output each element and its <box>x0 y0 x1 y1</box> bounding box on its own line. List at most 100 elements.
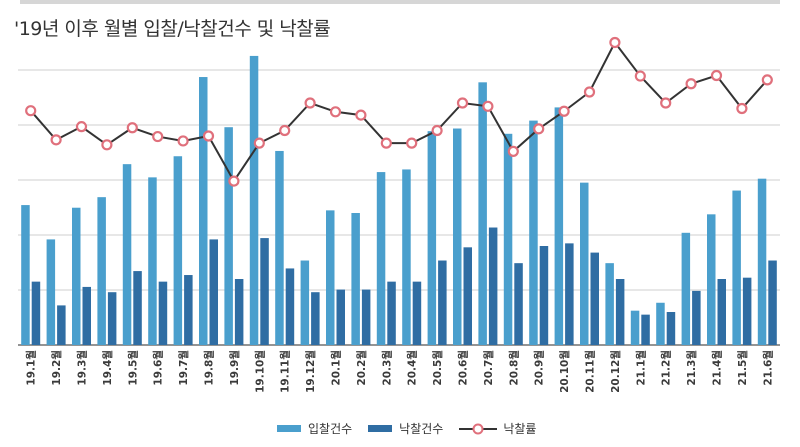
rate-point <box>583 86 596 98</box>
bar-bid <box>630 310 640 345</box>
legend-label-bid: 입찰건수 <box>308 422 353 436</box>
bar-bid <box>122 164 132 345</box>
bar-bid <box>97 197 106 345</box>
bar-bid <box>402 169 411 345</box>
bar-win <box>57 305 66 345</box>
rate-point <box>329 106 342 118</box>
x-tick-label: 19.2월 <box>50 350 63 386</box>
rate-point <box>25 105 37 117</box>
x-tick-label: 19.7월 <box>177 350 190 386</box>
x-tick-label: 21.3월 <box>685 350 698 386</box>
rate-point <box>75 121 88 133</box>
rate-point <box>228 175 240 187</box>
bar-bid <box>46 239 56 345</box>
rate-point <box>507 145 519 157</box>
legend: 입찰건수 낙찰건수 낙찰률 <box>277 420 552 437</box>
bar-bid <box>757 178 767 345</box>
bar-bid <box>376 172 386 345</box>
rate-point <box>710 69 723 82</box>
bar-bid <box>707 214 716 345</box>
bar-win <box>666 312 676 345</box>
legend-swatch-rate <box>459 423 498 435</box>
bar-bid <box>21 205 30 345</box>
rate-point <box>736 102 748 115</box>
bar-win <box>641 314 650 345</box>
bar-win <box>412 281 422 345</box>
x-tick-label: 21.1월 <box>634 350 647 386</box>
top-rule <box>20 0 780 4</box>
x-tick-label: 20.12월 <box>609 350 622 393</box>
x-tick-label: 20.5월 <box>431 350 444 386</box>
rate-point <box>355 109 367 121</box>
bar-win <box>336 289 345 345</box>
bar-bid <box>605 263 614 345</box>
bar-bid <box>732 190 741 345</box>
x-tick-label: 19.5월 <box>126 350 139 386</box>
rate-point <box>126 122 138 134</box>
x-tick-label: 20.6월 <box>457 350 470 386</box>
x-tick-label: 20.3월 <box>380 350 393 386</box>
bar-win <box>539 246 549 345</box>
bar-win <box>590 252 599 345</box>
x-tick-label: 20.1월 <box>330 350 343 386</box>
bar-win <box>387 281 396 345</box>
bar-win <box>692 290 701 345</box>
legend-label-rate: 낙찰률 <box>503 422 537 436</box>
bar-win <box>768 260 777 345</box>
bar-bid <box>427 131 437 345</box>
bar-win <box>742 277 752 345</box>
bar-bid <box>300 260 310 345</box>
rate-point <box>685 78 697 90</box>
bar-bid <box>326 210 335 345</box>
rate-point <box>50 134 62 146</box>
x-tick-label: 19.9월 <box>228 350 241 386</box>
x-tick-label: 19.12월 <box>304 350 317 393</box>
bar-win <box>133 271 142 345</box>
x-tick-label: 20.7월 <box>482 350 495 386</box>
bar-win <box>260 238 269 345</box>
bar-bid <box>249 55 259 346</box>
bar-win <box>82 286 91 345</box>
rate-point <box>304 97 316 109</box>
bar-win <box>438 260 447 345</box>
bar-win <box>31 281 41 345</box>
bar-bid <box>148 177 157 345</box>
rate-point <box>533 123 545 135</box>
bar-bid <box>72 207 81 345</box>
bar-win <box>158 281 168 345</box>
rate-point <box>431 124 443 137</box>
rate-point <box>761 74 773 86</box>
rate-point <box>279 124 291 137</box>
rate-point <box>101 139 113 151</box>
x-tick-label: 19.10월 <box>253 350 266 393</box>
rate-point <box>634 70 646 82</box>
x-tick-label: 19.11월 <box>279 350 292 393</box>
chart-title: '19년 이후 월별 입찰/낙찰건수 및 낙찰률 <box>14 18 331 40</box>
bar-win <box>209 239 218 345</box>
rate-point <box>482 100 494 112</box>
bar-win <box>488 227 498 345</box>
rate-point <box>177 135 189 147</box>
bar-win <box>311 292 320 345</box>
bar-bid <box>453 128 462 345</box>
x-tick-label: 19.6월 <box>152 350 165 386</box>
x-tick-label: 20.8월 <box>507 350 520 386</box>
bar-win <box>361 289 371 345</box>
x-tick-label: 19.1월 <box>25 350 38 386</box>
bar-bid <box>529 120 538 345</box>
rate-point <box>202 130 215 142</box>
bar-win <box>615 279 625 345</box>
legend-label-win: 낙찰건수 <box>399 422 444 436</box>
x-tick-label: 21.6월 <box>761 350 774 386</box>
bar-win <box>234 279 244 345</box>
rate-line <box>29 40 769 184</box>
x-tick-label: 20.9월 <box>533 350 546 386</box>
x-tick-label: 20.2월 <box>355 350 368 386</box>
x-tick-label: 19.8월 <box>203 350 216 386</box>
bar-win <box>565 243 574 345</box>
bar-bid <box>199 77 208 345</box>
bar-bid <box>351 213 360 345</box>
x-tick-label: 20.10월 <box>558 350 571 393</box>
bar-win <box>285 268 295 345</box>
bar-win <box>107 292 117 345</box>
